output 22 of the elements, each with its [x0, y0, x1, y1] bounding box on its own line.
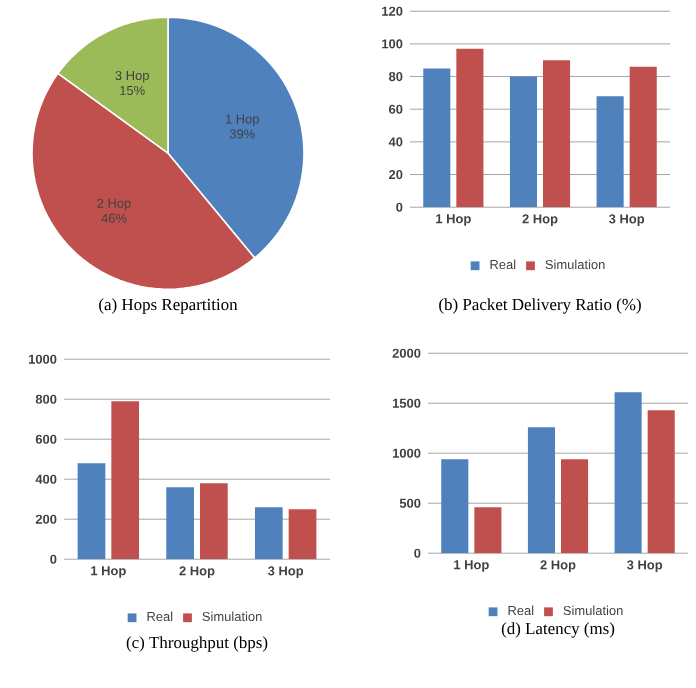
- text: (b) Packet Delivery Ratio (%): [439, 298, 641, 315]
- text: (c) Throughput (bps): [126, 636, 268, 653]
- bar: [288, 509, 317, 560]
- bar: [596, 96, 624, 208]
- bar: [543, 60, 571, 208]
- bar: [456, 49, 484, 208]
- bar: [527, 427, 555, 554]
- bar: [423, 68, 451, 208]
- bar: [200, 483, 228, 560]
- bar: [254, 507, 283, 560]
- bar: [474, 507, 502, 554]
- text: (d) Latency (ms): [501, 622, 615, 639]
- bar: [111, 401, 140, 560]
- bar: [647, 410, 675, 554]
- text: (a) Hops Repartition: [99, 298, 238, 315]
- bar: [166, 487, 194, 560]
- bar: [629, 67, 657, 208]
- bar: [509, 76, 538, 208]
- bar: [614, 392, 642, 554]
- bar: [441, 459, 469, 554]
- bar: [77, 463, 106, 560]
- bar: [561, 459, 589, 554]
